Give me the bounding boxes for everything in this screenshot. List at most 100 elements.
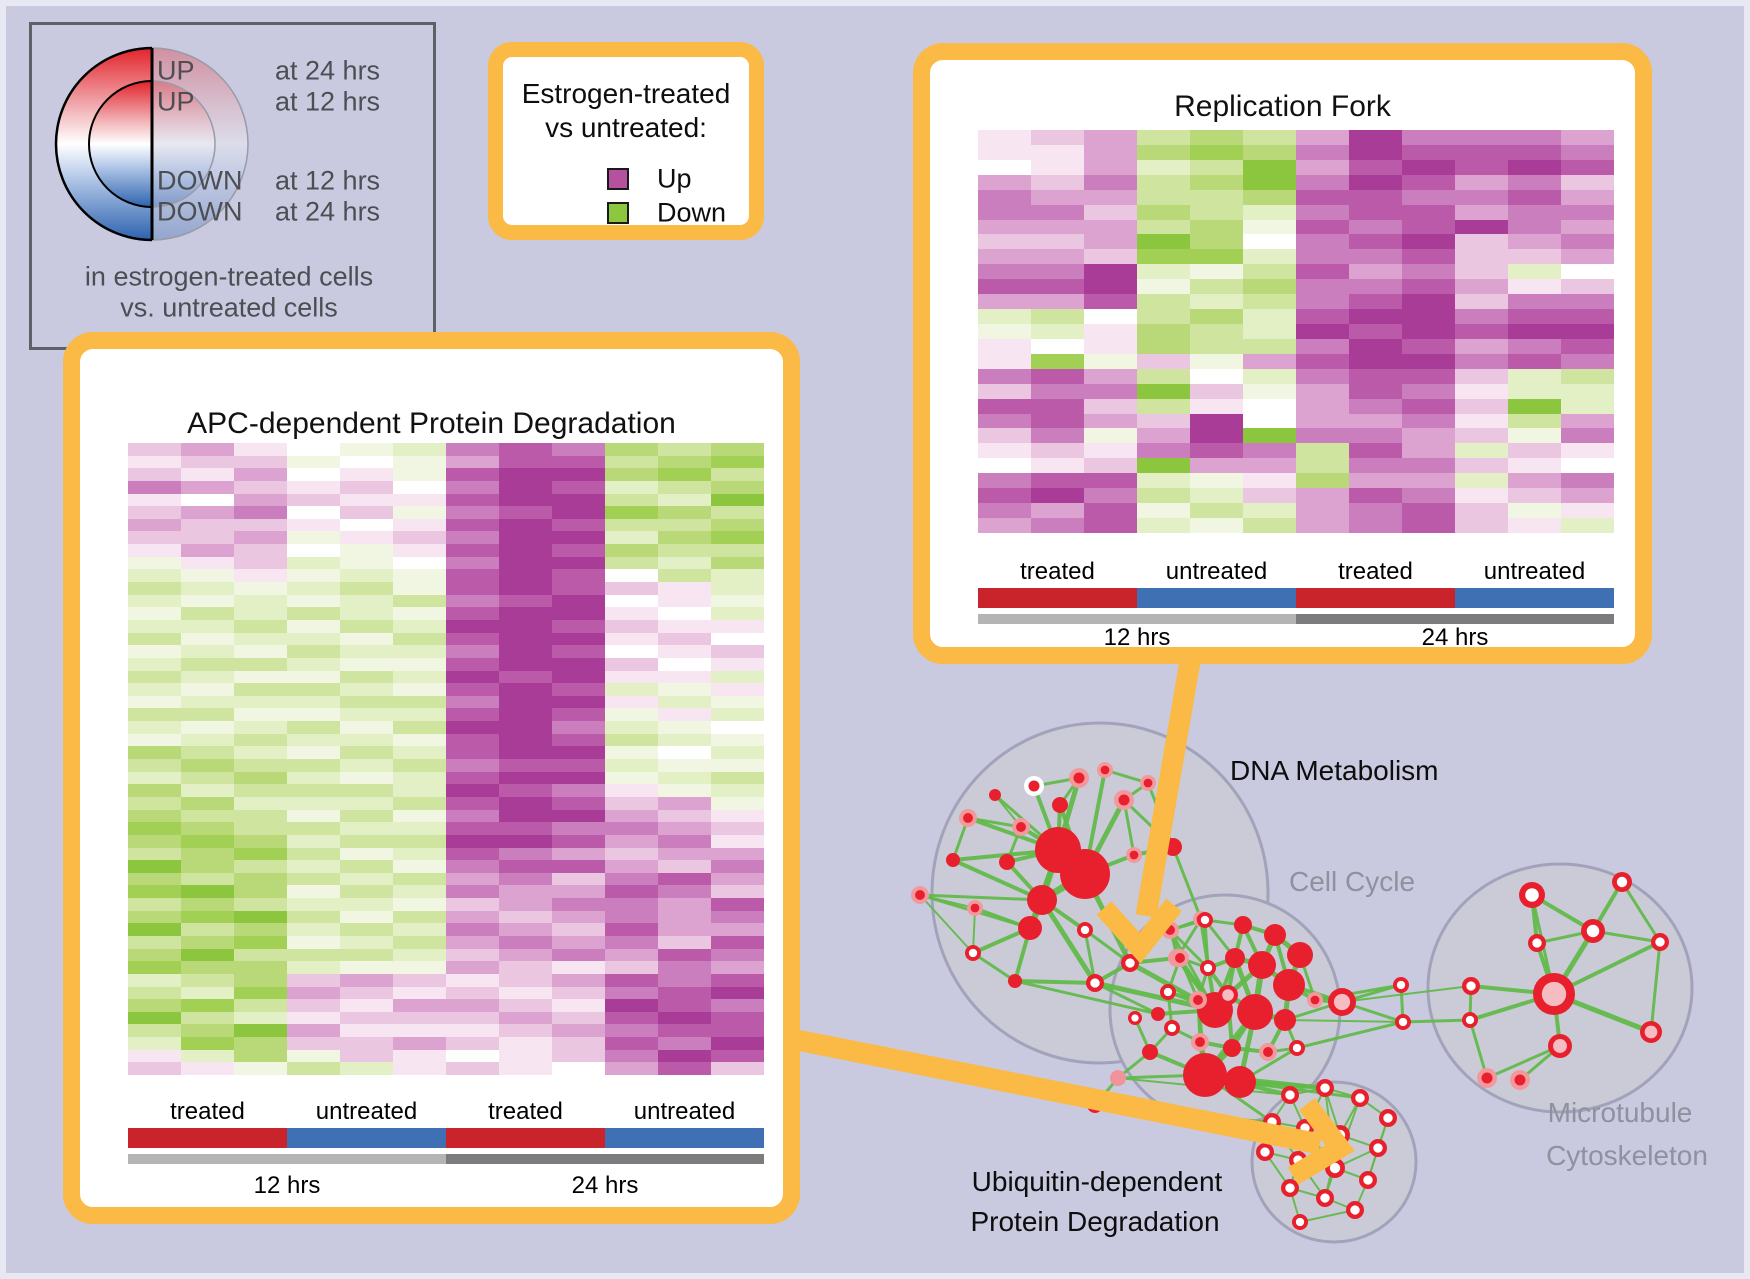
heatmap-cell — [1031, 443, 1084, 459]
heatmap-cell — [1190, 309, 1243, 324]
heatmap-cell — [1402, 130, 1455, 145]
heatmap-cell — [658, 860, 711, 873]
heatmap-cell — [393, 556, 446, 570]
heatmap-cell — [658, 619, 711, 633]
heatmap-cell — [234, 670, 287, 684]
network-edge — [1592, 929, 1661, 944]
heatmap-cell — [287, 885, 340, 899]
heatmap-cell — [181, 506, 234, 519]
heatmap-cell — [605, 860, 658, 873]
network-edge — [951, 817, 970, 861]
gene-node-halo-pink-outer — [1259, 1043, 1277, 1061]
heatmap-cell — [1190, 323, 1243, 339]
heatmap-cell — [1402, 159, 1455, 175]
heatmap-cell — [605, 1011, 658, 1025]
network-edge — [919, 894, 976, 909]
gene-node-ring-outer — [1316, 1079, 1334, 1097]
heatmap-cell — [1349, 323, 1402, 339]
heatmap-cell — [605, 708, 658, 722]
gene-node-ring-outer — [1164, 1020, 1180, 1036]
gene-node-solid — [1027, 885, 1057, 915]
heatmap-cell — [1455, 144, 1508, 160]
heatmap-cell — [287, 935, 340, 949]
gene-node-halo-pink-core — [1310, 995, 1320, 1005]
heatmap-cell — [340, 632, 393, 646]
heatmap-cell — [1508, 473, 1561, 489]
network-edge — [1027, 898, 1045, 930]
heatmap-cell — [1031, 234, 1084, 250]
gene-node-ring-white-center — [1655, 937, 1665, 947]
heatmap-row — [128, 961, 764, 974]
heatmap-cell — [287, 999, 340, 1012]
gene-node-ring-outer — [1296, 1119, 1314, 1137]
gene-node-ring-outer — [1519, 882, 1545, 908]
heatmap-cell — [1137, 234, 1190, 250]
heatmap-cell — [234, 645, 287, 658]
heatmap-cell — [658, 493, 711, 507]
gene-node-solid — [1248, 951, 1276, 979]
gene-node-ring-outer — [965, 945, 981, 961]
estrogen-legend-title-line1: Estrogen-treated — [521, 78, 731, 109]
heatmap-cell — [552, 860, 605, 873]
gene-node-ring-white-center — [1203, 963, 1213, 973]
heatmap-cell — [1137, 473, 1190, 489]
network-edge — [1259, 934, 1278, 966]
network-edge — [1239, 1080, 1326, 1090]
gene-node-ring-white-center — [1267, 1117, 1277, 1127]
heatmap-cell — [1031, 517, 1084, 533]
heatmap-cell — [234, 872, 287, 886]
heatmap-cell — [658, 518, 711, 532]
time-label-replication-fork-0: 12 hrs — [1103, 624, 1171, 651]
heatmap-cell — [499, 708, 552, 722]
network-edge — [1552, 993, 1562, 1047]
heatmap-cell — [340, 721, 393, 734]
heatmap-cell — [1508, 294, 1561, 310]
gene-node-halo-pink-outer — [1171, 949, 1189, 967]
heatmap-cell — [1561, 488, 1614, 504]
heatmap-cell — [552, 796, 605, 810]
heatmap-row — [978, 383, 1614, 399]
arrow-replication-to-dna-head — [1096, 898, 1182, 964]
heatmap-cell — [1508, 488, 1561, 504]
network-edge — [1203, 1046, 1234, 1077]
network-edge — [1231, 1046, 1269, 1054]
heatmap-cell — [340, 961, 393, 974]
heatmap-row — [978, 503, 1614, 518]
heatmap-cell — [1455, 219, 1508, 235]
gene-node-ring-outer — [1462, 977, 1480, 995]
heatmap-cell — [1561, 338, 1614, 354]
heatmap-cell — [234, 544, 287, 557]
network-edge — [1267, 1046, 1298, 1054]
heatmap-cell — [1031, 189, 1084, 205]
heatmap-cell — [234, 695, 287, 709]
heatmap-cell — [181, 518, 234, 532]
heatmap-cell — [181, 708, 234, 722]
heatmap-cell — [1296, 517, 1349, 533]
gene-node-ring-white-center — [1329, 1162, 1341, 1174]
heatmap-cell — [128, 973, 181, 987]
gene-node-ring-white-center — [1350, 1205, 1360, 1215]
heatmap-row — [128, 999, 764, 1012]
network-edge — [1014, 979, 1159, 1016]
heatmap-cell — [1402, 458, 1455, 474]
gene-node-solid — [999, 854, 1015, 870]
heatmap-cell — [711, 1037, 764, 1050]
heatmap-cell — [552, 885, 605, 899]
heatmap-cell — [340, 531, 393, 545]
heatmap-cell — [552, 1024, 605, 1038]
heatmap-row — [128, 771, 764, 785]
heatmap-cell — [181, 721, 234, 734]
network-edge — [1146, 782, 1175, 848]
heatmap-cell — [1084, 309, 1137, 324]
heatmap-row — [978, 294, 1614, 310]
heatmap-cell — [1455, 174, 1508, 190]
gene-node-ring-white-center — [1300, 1123, 1310, 1133]
network-edge — [1233, 924, 1245, 959]
network-edge — [1289, 1159, 1299, 1189]
heatmap-cell — [446, 619, 499, 633]
heatmap-cell — [340, 898, 393, 911]
heatmap-cell — [1349, 338, 1402, 354]
ring-row-time-1: at 12 hrs — [275, 86, 381, 117]
heatmap-cell — [1031, 383, 1084, 399]
heatmap-cell — [1084, 488, 1137, 504]
